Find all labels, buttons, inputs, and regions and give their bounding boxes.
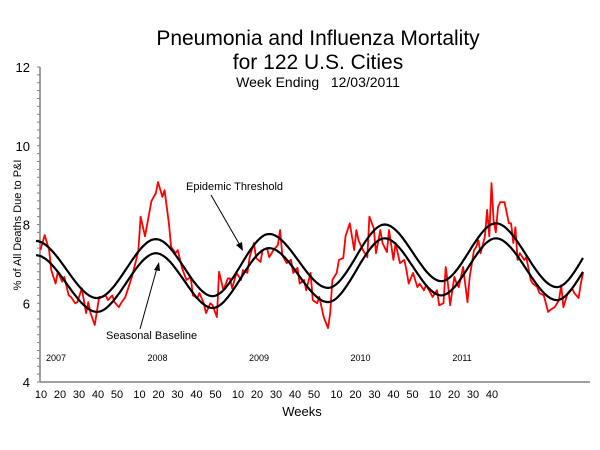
x-tick-label: 30 [171,389,183,401]
baseline-arrow-head [154,262,160,271]
x-tick-label: 40 [486,389,498,401]
y-tick-label: 8 [23,218,30,233]
x-tick-label: 10 [330,389,342,401]
chart-subtitle: Week Ending 12/03/2011 [236,74,400,90]
annotation-seasonal-baseline: Seasonal Baseline [106,330,197,342]
threshold-line [35,222,584,300]
x-tick-label: 30 [467,389,479,401]
year-label: 2007 [46,353,66,363]
x-tick-label: 30 [368,389,380,401]
axes: 4 6 8 10 12 [16,60,590,390]
x-tick-label: 20 [251,389,263,401]
x-tick-label: 20 [448,389,460,401]
chart-title: Pneumonia and Influenza Mortality [156,27,480,50]
x-tick-label: 50 [308,389,320,401]
baseline-arrow-line [139,267,158,330]
x-tick-label: 10 [232,389,244,401]
y-tick-label: 6 [23,296,30,311]
x-tick-label: 40 [387,389,399,401]
year-label: 2009 [249,353,269,363]
x-tick-label: 30 [270,389,282,401]
y-axis-label: % of All Deaths Due to P&I [12,160,24,291]
x-tick-label: 10 [133,389,145,401]
annotation-epidemic-threshold: Epidemic Threshold [186,181,283,193]
threshold-arrow-head [236,242,243,251]
baseline-line [35,237,584,313]
year-label: 2010 [350,353,370,363]
x-tick-label: 10 [35,389,47,401]
y-tick-label: 4 [23,375,30,390]
y-tick-label: 12 [16,60,30,75]
x-tick-label: 40 [92,389,104,401]
year-label: 2008 [147,353,167,363]
observed-line [39,181,584,329]
x-tick-label: 20 [349,389,361,401]
y-tick-label: 10 [16,139,30,154]
x-tick-label: 50 [209,389,221,401]
x-tick-label: 40 [190,389,202,401]
threshold-arrow-line [210,194,242,248]
x-tick-label: 50 [111,389,123,401]
x-tick-label: 10 [429,389,441,401]
x-tick-label: 20 [54,389,66,401]
x-tick-label: 40 [289,389,301,401]
year-label: 2011 [452,353,471,363]
x-tick-labels: 2007 10 20 30 40 50 2008 10 20 30 40 50 2009 10 20 30 40… [35,353,498,401]
x-axis-label: Weeks [282,404,322,419]
series-lines [35,181,584,329]
x-tick-label: 20 [152,389,164,401]
x-tick-label: 50 [406,389,418,401]
chart-title-line2: for 122 U.S. Cities [233,51,403,74]
x-tick-label: 30 [73,389,85,401]
